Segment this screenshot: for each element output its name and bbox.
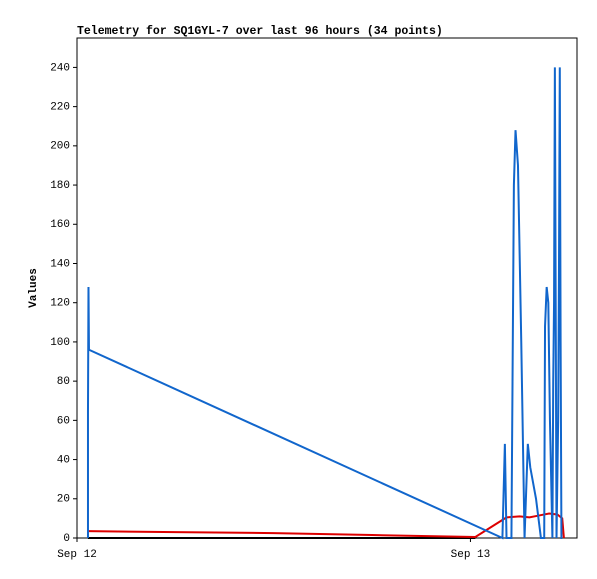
- y-tick-label: 160: [50, 219, 70, 231]
- chart-title: Telemetry for SQ1GYL-7 over last 96 hour…: [77, 25, 443, 38]
- y-tick-label: 60: [57, 415, 70, 427]
- y-tick-label: 240: [50, 62, 70, 74]
- y-tick-label: 80: [57, 376, 70, 388]
- y-tick-label: 220: [50, 102, 70, 114]
- y-tick-label: 180: [50, 180, 70, 192]
- y-tick-label: 120: [50, 298, 70, 310]
- y-tick-label: 0: [63, 533, 70, 545]
- y-tick-label: 20: [57, 494, 70, 506]
- plot-frame: [76, 37, 578, 539]
- y-tick-label: 200: [50, 141, 70, 153]
- series-line: [86, 67, 563, 540]
- y-tick-label: 140: [50, 258, 70, 270]
- y-axis-title: Values: [28, 268, 40, 308]
- x-tick-label: Sep 12: [57, 549, 97, 561]
- y-tick-label: 100: [50, 337, 70, 349]
- y-tick-label: 40: [57, 454, 70, 466]
- x-tick-label: Sep 13: [451, 549, 491, 561]
